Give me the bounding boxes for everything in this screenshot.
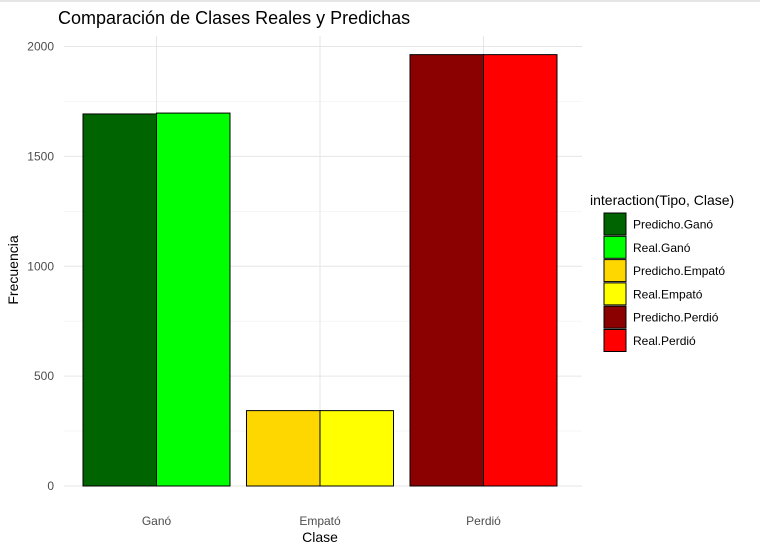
x-axis-title: Clase xyxy=(302,529,338,545)
x-tick-label: Empató xyxy=(299,514,341,528)
y-axis-ticks: 0 500 1000 1500 2000 xyxy=(27,40,54,494)
legend-key xyxy=(603,329,627,352)
legend-key xyxy=(603,235,627,259)
y-tick-label: 0 xyxy=(47,479,54,493)
bar-predicho-0 xyxy=(82,113,157,487)
legend-label: Real.Perdió xyxy=(633,334,696,348)
legend-label: Predicho.Perdió xyxy=(633,311,719,325)
legend: Predicho.Ganó Real.Ganó Predicho.Empató Rea… xyxy=(603,212,725,352)
bar-real-2 xyxy=(483,54,558,487)
bars xyxy=(82,54,558,487)
legend-key xyxy=(603,212,627,236)
x-axis-ticks: Ganó Empató Perdió xyxy=(142,514,501,528)
legend-label: Predicho.Empató xyxy=(633,264,725,278)
y-axis-title: Frecuencia xyxy=(5,235,21,304)
y-tick-label: 500 xyxy=(34,369,54,383)
legend-label: Real.Ganó xyxy=(633,241,691,255)
y-tick-label: 2000 xyxy=(27,40,54,54)
legend-key xyxy=(603,259,627,283)
legend-key xyxy=(603,305,627,329)
x-tick-label: Ganó xyxy=(142,514,172,528)
bar-real-0 xyxy=(156,112,231,487)
bar-real-1 xyxy=(319,410,394,487)
legend-key xyxy=(603,282,627,306)
y-tick-label: 1500 xyxy=(27,149,54,163)
chart-title: Comparación de Clases Reales y Predichas xyxy=(58,8,410,28)
x-tick-label: Perdió xyxy=(466,514,501,528)
legend-label: Predicho.Ganó xyxy=(633,218,713,232)
y-tick-label: 1000 xyxy=(27,259,54,273)
bar-predicho-1 xyxy=(246,410,321,487)
legend-title: interaction(Tipo, Clase) xyxy=(590,192,734,208)
legend-label: Real.Empató xyxy=(633,287,703,301)
bar-predicho-2 xyxy=(409,54,484,487)
